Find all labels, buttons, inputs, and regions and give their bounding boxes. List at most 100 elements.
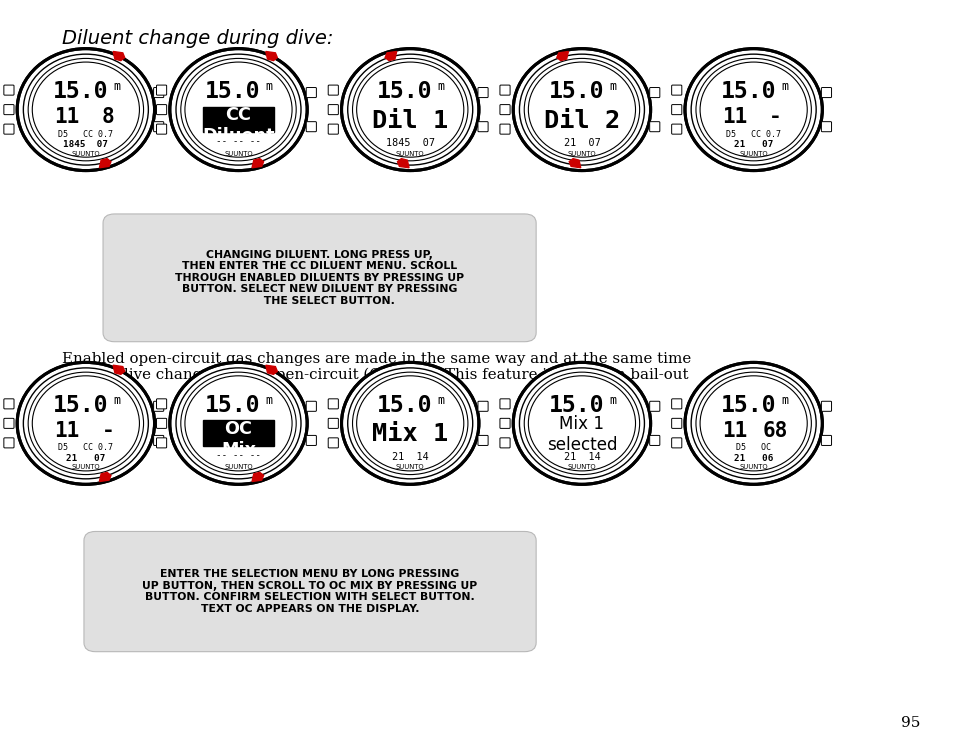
FancyBboxPatch shape	[156, 124, 167, 134]
FancyBboxPatch shape	[4, 418, 14, 429]
FancyBboxPatch shape	[328, 418, 338, 429]
Polygon shape	[99, 159, 111, 168]
Text: 15.0: 15.0	[720, 394, 775, 417]
Ellipse shape	[341, 48, 478, 171]
FancyBboxPatch shape	[306, 435, 316, 445]
Text: Enabled open-circuit gas changes are made in the same way and at the same time
t: Enabled open-circuit gas changes are mad…	[62, 352, 691, 398]
Text: m: m	[781, 394, 787, 407]
FancyBboxPatch shape	[203, 107, 274, 132]
FancyBboxPatch shape	[328, 438, 338, 448]
FancyBboxPatch shape	[156, 85, 167, 95]
Text: SUUNTO: SUUNTO	[71, 464, 100, 470]
Text: ENTER THE SELECTION MENU BY LONG PRESSING
UP BUTTON, THEN SCROLL TO OC MIX BY PR: ENTER THE SELECTION MENU BY LONG PRESSIN…	[142, 569, 477, 614]
FancyBboxPatch shape	[4, 124, 14, 134]
Text: SUUNTO: SUUNTO	[224, 150, 253, 156]
FancyBboxPatch shape	[477, 122, 488, 132]
Text: SUUNTO: SUUNTO	[395, 464, 424, 470]
Text: m: m	[609, 80, 616, 93]
Text: Dil 2: Dil 2	[543, 109, 619, 132]
FancyBboxPatch shape	[499, 418, 510, 429]
Ellipse shape	[700, 376, 806, 471]
FancyBboxPatch shape	[821, 122, 831, 132]
Polygon shape	[113, 51, 125, 60]
Text: m: m	[266, 80, 273, 93]
Text: D5   OC: D5 OC	[736, 443, 770, 452]
Ellipse shape	[513, 362, 650, 485]
Text: 15.0: 15.0	[376, 394, 432, 417]
Text: SUUNTO: SUUNTO	[395, 150, 424, 156]
FancyBboxPatch shape	[649, 88, 659, 98]
FancyBboxPatch shape	[156, 399, 167, 409]
Polygon shape	[385, 51, 396, 60]
Text: m: m	[781, 80, 787, 93]
FancyBboxPatch shape	[103, 214, 536, 342]
FancyBboxPatch shape	[499, 124, 510, 134]
FancyBboxPatch shape	[156, 418, 167, 429]
FancyBboxPatch shape	[328, 124, 338, 134]
Polygon shape	[99, 472, 111, 482]
Text: Mix 1
selected: Mix 1 selected	[546, 415, 617, 454]
Ellipse shape	[185, 62, 292, 157]
FancyBboxPatch shape	[4, 438, 14, 448]
FancyBboxPatch shape	[821, 435, 831, 445]
Ellipse shape	[170, 362, 307, 485]
Polygon shape	[397, 159, 409, 168]
Ellipse shape	[185, 376, 292, 471]
FancyBboxPatch shape	[671, 438, 681, 448]
FancyBboxPatch shape	[156, 438, 167, 448]
Text: 11: 11	[721, 420, 746, 441]
Polygon shape	[569, 159, 580, 168]
FancyBboxPatch shape	[477, 435, 488, 445]
Text: -: -	[768, 107, 781, 127]
FancyBboxPatch shape	[153, 401, 164, 411]
FancyBboxPatch shape	[306, 122, 316, 132]
FancyBboxPatch shape	[153, 88, 164, 98]
Ellipse shape	[684, 48, 821, 171]
Text: Mix 1: Mix 1	[372, 423, 448, 446]
Ellipse shape	[17, 362, 154, 485]
Text: D5   CC 0.7: D5 CC 0.7	[58, 443, 113, 452]
Text: -- -- --: -- -- --	[215, 451, 261, 460]
Text: 11: 11	[54, 107, 79, 127]
Text: SUUNTO: SUUNTO	[71, 150, 100, 156]
Text: 21   06: 21 06	[733, 454, 773, 463]
Ellipse shape	[32, 376, 139, 471]
Text: 15.0: 15.0	[205, 394, 260, 417]
Text: CHANGING DILUENT. LONG PRESS UP,
THEN ENTER THE CC DILUENT MENU. SCROLL
THROUGH : CHANGING DILUENT. LONG PRESS UP, THEN EN…	[174, 249, 464, 306]
FancyBboxPatch shape	[671, 399, 681, 409]
Text: m: m	[437, 394, 444, 407]
Polygon shape	[252, 159, 263, 168]
Ellipse shape	[341, 362, 478, 485]
Text: SUUNTO: SUUNTO	[739, 150, 767, 156]
Text: CC
Diluent: CC Diluent	[202, 106, 274, 145]
Text: 21  14: 21 14	[563, 452, 599, 462]
FancyBboxPatch shape	[4, 399, 14, 409]
FancyBboxPatch shape	[328, 399, 338, 409]
Text: m: m	[609, 394, 616, 407]
Text: 1845  07: 1845 07	[63, 141, 109, 150]
Ellipse shape	[356, 62, 463, 157]
Text: m: m	[113, 80, 120, 93]
FancyBboxPatch shape	[153, 122, 164, 132]
FancyBboxPatch shape	[821, 88, 831, 98]
Text: D5   CC 0.7: D5 CC 0.7	[58, 129, 113, 138]
Text: Dil 1: Dil 1	[372, 109, 448, 132]
FancyBboxPatch shape	[328, 85, 338, 95]
FancyBboxPatch shape	[671, 85, 681, 95]
Text: m: m	[113, 394, 120, 407]
FancyBboxPatch shape	[203, 420, 274, 446]
Ellipse shape	[513, 48, 650, 171]
Ellipse shape	[170, 48, 307, 171]
Polygon shape	[266, 51, 277, 60]
FancyBboxPatch shape	[477, 401, 488, 411]
Text: m: m	[437, 80, 444, 93]
Text: 15.0: 15.0	[720, 80, 775, 103]
Text: SUUNTO: SUUNTO	[567, 150, 596, 156]
Text: 15.0: 15.0	[376, 80, 432, 103]
FancyBboxPatch shape	[477, 88, 488, 98]
Text: 15.0: 15.0	[52, 394, 108, 417]
Text: m: m	[266, 394, 273, 407]
FancyBboxPatch shape	[671, 418, 681, 429]
Text: OC
Mix: OC Mix	[221, 420, 255, 459]
Text: 15.0: 15.0	[548, 80, 603, 103]
